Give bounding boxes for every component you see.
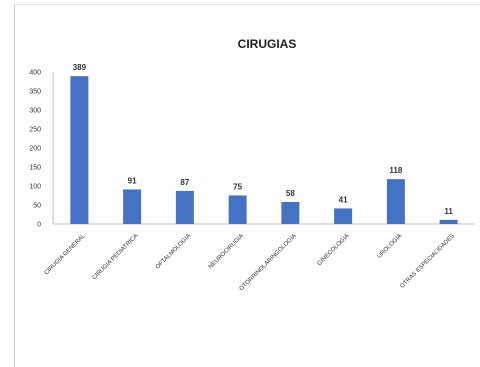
bar-value-label: 75 — [233, 183, 242, 192]
bar-value-label: 11 — [444, 207, 453, 216]
bars-group — [70, 76, 458, 225]
bar — [334, 208, 353, 224]
bar-value-label: 87 — [180, 178, 189, 187]
category-label: NEUROCIRUGIA — [208, 233, 245, 270]
bar — [386, 179, 405, 224]
y-axis-ticks: 0 50 100 150 200 250 300 350 400 — [29, 70, 41, 229]
bar-value-label: 58 — [286, 189, 295, 198]
bar — [439, 219, 458, 224]
category-label: OFTALMOLOGIA — [155, 233, 192, 270]
y-tick-label: 150 — [29, 165, 41, 172]
bar-value-label: 118 — [389, 166, 402, 175]
chart-title: CIRUGIAS — [238, 37, 297, 51]
category-label: OTRAS ESPECIALIDADES — [399, 233, 456, 290]
category-labels-group: CIRUGIA GENERAL CIRUGIA PEDIATRICA OFTALMO… — [44, 233, 456, 293]
bar-chart: CIRUGIAS 0 50 100 150 200 250 300 350 400 389 91 8… — [29, 37, 475, 293]
bar-value-label: 41 — [339, 195, 348, 204]
bar — [228, 195, 247, 224]
bar — [123, 189, 142, 224]
bar — [175, 190, 194, 224]
bar-value-label: 389 — [73, 63, 87, 72]
category-label: CIRUGIA GENERAL — [44, 233, 88, 277]
y-tick-label: 300 — [29, 108, 41, 115]
bar — [281, 201, 300, 224]
y-tick-label: 350 — [29, 89, 41, 96]
y-tick-label: 100 — [29, 184, 41, 191]
chart-frame: CIRUGIAS 0 50 100 150 200 250 300 350 400 389 91 8… — [14, 4, 480, 367]
y-tick-label: 400 — [29, 70, 41, 77]
data-labels-group: 389 91 87 75 58 41 118 11 — [73, 63, 454, 216]
category-label: CIRUGIA PEDIATRICA — [92, 233, 140, 281]
y-tick-label: 200 — [29, 146, 41, 153]
bar-value-label: 91 — [128, 176, 137, 185]
y-tick-label: 250 — [29, 127, 41, 134]
category-label: OTORRINOLARINGOLOGIA — [239, 233, 298, 292]
bar — [70, 76, 89, 225]
y-tick-label: 0 — [37, 222, 41, 229]
y-tick-label: 50 — [33, 203, 41, 210]
category-label: GINECOLOGIA — [317, 233, 351, 267]
category-label: UROLOGIA — [377, 233, 404, 260]
